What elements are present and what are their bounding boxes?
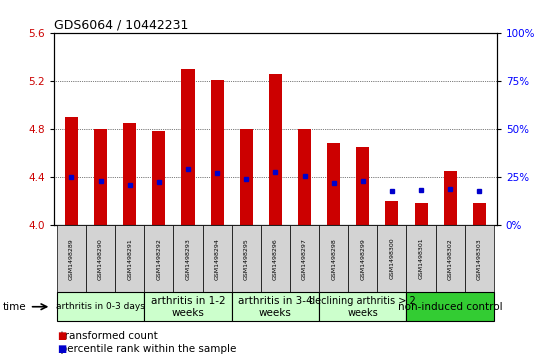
Bar xyxy=(261,225,290,292)
Bar xyxy=(436,225,465,292)
Bar xyxy=(144,292,232,321)
Bar xyxy=(86,225,115,292)
Bar xyxy=(386,201,399,225)
Bar xyxy=(94,129,107,225)
Bar xyxy=(444,171,457,225)
Text: GDS6064 / 10442231: GDS6064 / 10442231 xyxy=(54,19,188,32)
Text: GSM1498300: GSM1498300 xyxy=(389,238,394,280)
Text: GSM1498297: GSM1498297 xyxy=(302,238,307,280)
Text: GSM1498292: GSM1498292 xyxy=(157,238,161,280)
Text: ■: ■ xyxy=(57,331,66,341)
Text: non-induced control: non-induced control xyxy=(398,302,503,312)
Bar xyxy=(356,147,369,225)
Text: GSM1498295: GSM1498295 xyxy=(244,238,249,280)
Bar xyxy=(298,129,311,225)
Bar xyxy=(152,131,165,225)
Bar xyxy=(319,225,348,292)
Bar xyxy=(181,69,194,225)
Bar xyxy=(407,292,494,321)
Bar xyxy=(115,225,144,292)
Text: arthritis in 3-4
weeks: arthritis in 3-4 weeks xyxy=(238,296,313,318)
Text: arthritis in 1-2
weeks: arthritis in 1-2 weeks xyxy=(151,296,225,318)
Bar xyxy=(240,129,253,225)
Text: GSM1498298: GSM1498298 xyxy=(331,238,336,280)
Text: GSM1498291: GSM1498291 xyxy=(127,238,132,280)
Text: percentile rank within the sample: percentile rank within the sample xyxy=(54,344,237,354)
Bar xyxy=(377,225,407,292)
Bar xyxy=(57,225,86,292)
Bar xyxy=(232,225,261,292)
Bar xyxy=(123,123,136,225)
Bar xyxy=(319,292,407,321)
Bar xyxy=(202,225,232,292)
Bar xyxy=(211,79,224,225)
Bar xyxy=(348,225,377,292)
Text: GSM1498293: GSM1498293 xyxy=(186,238,191,280)
Text: arthritis in 0-3 days: arthritis in 0-3 days xyxy=(56,302,145,311)
Text: GSM1498289: GSM1498289 xyxy=(69,238,74,280)
Bar xyxy=(144,225,173,292)
Bar xyxy=(269,74,282,225)
Bar xyxy=(465,225,494,292)
Bar xyxy=(415,203,428,225)
Text: time: time xyxy=(3,302,26,312)
Bar xyxy=(472,203,486,225)
Text: GSM1498299: GSM1498299 xyxy=(360,238,365,280)
Text: GSM1498302: GSM1498302 xyxy=(448,238,453,280)
Text: GSM1498303: GSM1498303 xyxy=(477,238,482,280)
Text: ■: ■ xyxy=(57,344,66,354)
Text: declining arthritis > 2
weeks: declining arthritis > 2 weeks xyxy=(309,296,416,318)
Text: GSM1498296: GSM1498296 xyxy=(273,238,278,280)
Bar xyxy=(407,225,436,292)
Bar xyxy=(173,225,202,292)
Bar xyxy=(290,225,319,292)
Text: GSM1498294: GSM1498294 xyxy=(214,238,220,280)
Bar xyxy=(65,117,78,225)
Text: GSM1498290: GSM1498290 xyxy=(98,238,103,280)
Bar xyxy=(232,292,319,321)
Bar xyxy=(57,292,144,321)
Bar xyxy=(327,143,340,225)
Text: transformed count: transformed count xyxy=(54,331,158,341)
Text: GSM1498301: GSM1498301 xyxy=(418,238,423,280)
